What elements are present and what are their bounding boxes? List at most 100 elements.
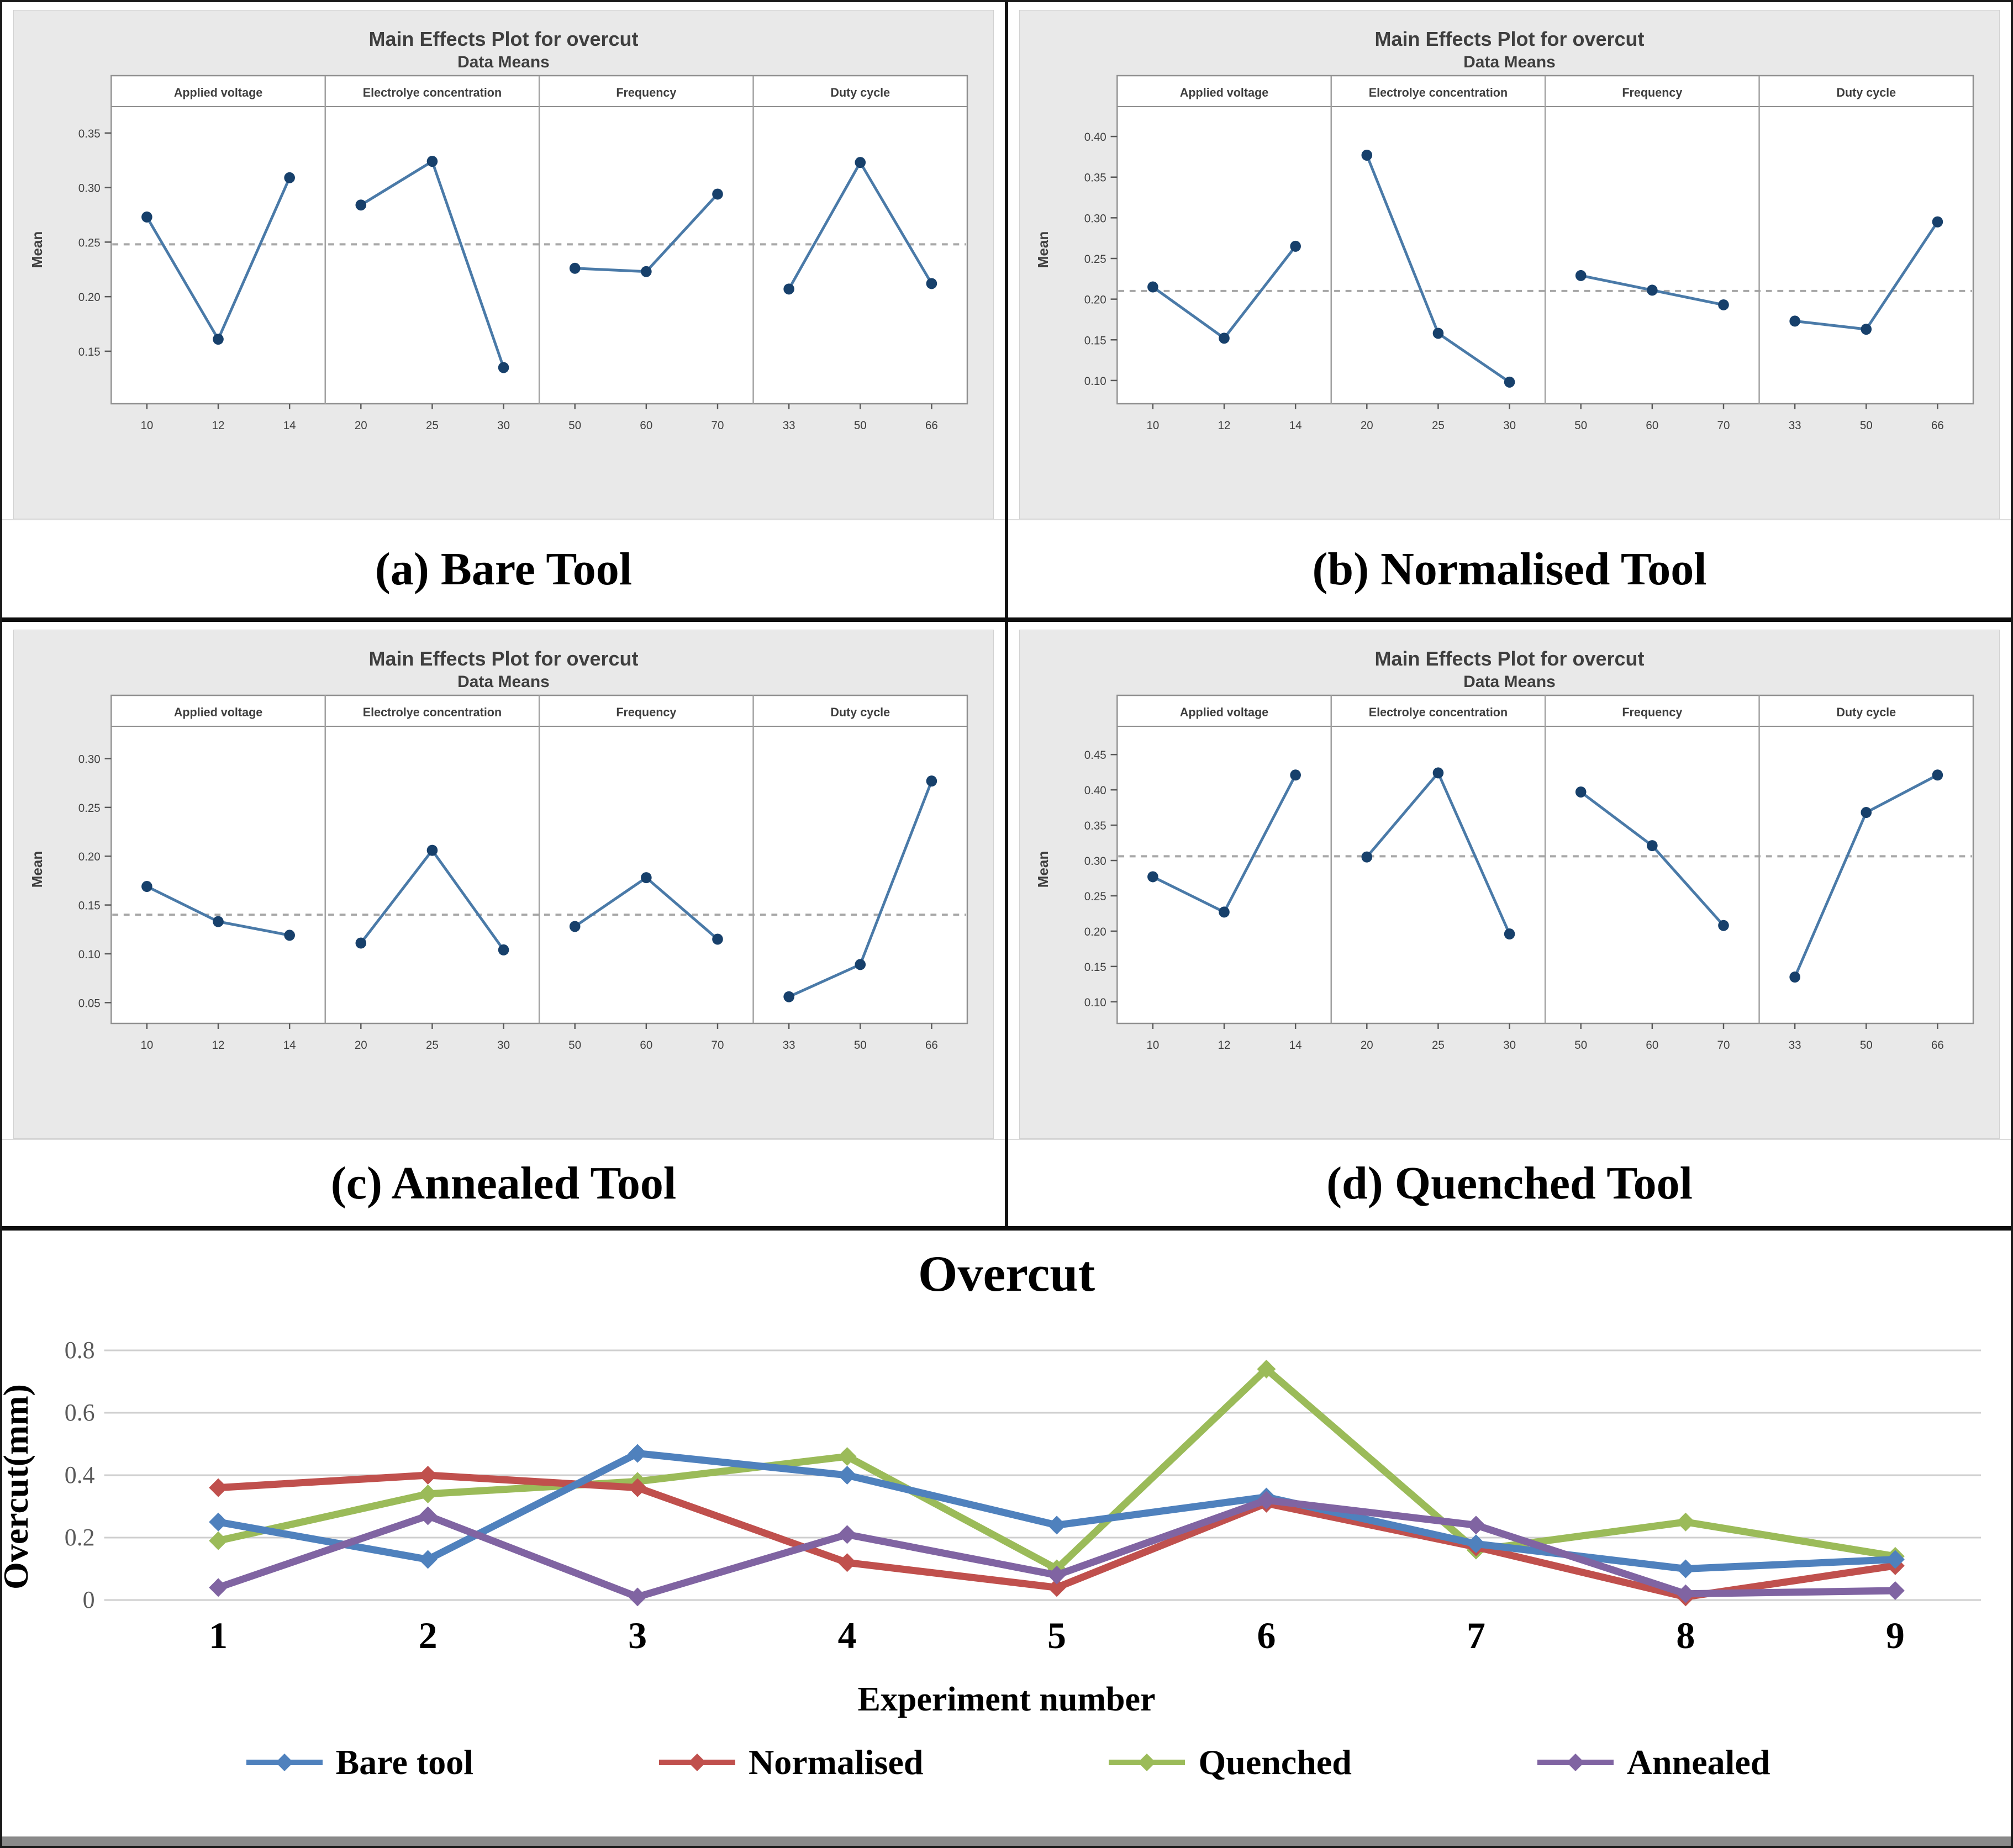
data-point [213,334,224,345]
y-tick-label: 0.2 [65,1524,95,1551]
main-effects-figure-a: Main Effects Plot for overcut Data Means… [13,10,994,519]
data-point [783,283,794,295]
factor-label: Applied voltage [1180,86,1268,99]
y-tick-label: 0.15 [1084,961,1106,974]
data-point-marker [1676,1559,1695,1578]
data-point [1789,971,1800,983]
x-tick-label: 20 [1361,1039,1373,1052]
plot-title: Main Effects Plot for overcut [368,647,639,670]
x-tick-label: 66 [1931,1039,1944,1052]
y-tick-label: 0.45 [1084,749,1106,762]
data-point [498,944,509,955]
plot-title: Main Effects Plot for overcut [368,28,639,50]
legend-label: Normalised [749,1743,924,1782]
legend-item-bare-tool: Bare tool [243,1742,473,1783]
y-tick-label: 0 [83,1586,95,1613]
data-point [355,937,367,949]
x-tick-label: 33 [783,1039,795,1052]
factor-series [1147,769,1301,918]
x-tick-label: 14 [283,1039,296,1052]
x-tick-label: 66 [1931,419,1944,432]
data-point-marker [837,1466,857,1485]
x-tick-label: 10 [1146,419,1159,432]
factor-label: Frequency [1622,86,1682,99]
x-tick-label: 30 [1503,419,1516,432]
x-tick-label: 12 [212,1039,225,1052]
factor-label: Applied voltage [174,86,262,99]
y-axis-label: Overcut(mm) [2,1384,35,1590]
legend-item-normalised: Normalised [656,1742,923,1783]
y-tick-label: 0.05 [78,997,101,1010]
x-tick-label: 30 [497,419,510,432]
data-point [498,362,509,373]
data-point-marker [209,1578,228,1597]
data-point [1647,284,1658,296]
x-tick-label: 25 [426,419,439,432]
quadrant-bare-tool: Main Effects Plot for overcut Data Means… [2,2,1008,617]
x-tick-label: 70 [712,419,724,432]
x-tick-label: 66 [925,419,938,432]
data-point-marker [209,1478,228,1497]
data-point [1932,216,1943,228]
y-tick-label: 0.40 [1084,784,1106,797]
data-point [1932,769,1943,781]
data-point [641,266,652,277]
x-tick-label: 25 [1432,419,1445,432]
data-point-marker [1885,1581,1905,1601]
factor-label: Applied voltage [174,705,262,719]
main-effects-plot: 0.15 0.20 0.25 0.30 0.35 Mean Applied voltage 1… [30,75,968,432]
legend-marker-icon [659,1754,736,1771]
plot-subtitle: Data Means [1463,53,1556,71]
x-tick-label: 70 [712,1039,724,1052]
legend-label: Quenched [1198,1743,1352,1782]
factor-series [1575,786,1729,931]
y-tick-label: 0.15 [78,346,101,358]
y-axis: 0.10 0.15 0.20 0.25 0.30 0.35 0.40 0.45 Mean [1036,749,1118,1009]
plot-title: Main Effects Plot for overcut [1374,647,1645,670]
data-point-marker [1885,1550,1905,1569]
x-tick-label: 66 [925,1039,938,1052]
y-axis-label: Mean [1036,231,1051,268]
y-tick-label: 0.20 [1084,293,1106,306]
y-tick-label: 0.20 [78,851,101,863]
data-point [569,262,581,274]
x-tick-label: 6 [1257,1614,1276,1656]
main-effects-figure-d: Main Effects Plot for overcut Data Means… [1019,630,2000,1139]
legend-label: Annealed [1626,1743,1770,1782]
data-point [1504,928,1515,940]
data-point [569,921,581,932]
x-tick-label: 70 [1717,419,1730,432]
factor-series [141,881,295,941]
factor-label: Frequency [616,86,676,99]
factor-series [569,872,723,945]
x-tick-label: 50 [568,419,581,432]
y-tick-label: 0.4 [65,1461,95,1488]
x-tick-label: 70 [1717,1039,1730,1052]
x-tick-label: 30 [1503,1039,1516,1052]
plot-subtitle: Data Means [457,673,550,691]
y-tick-label: 0.8 [65,1337,95,1364]
y-axis: 0.05 0.10 0.15 0.20 0.25 0.30 Mean [30,753,112,1010]
overcut-section: Overcut 0 0.2 0.4 0.6 0.8 Overcut(mm) 1 2 3 4 5 6 7 8… [2,1231,2011,1846]
x-tick-label: 50 [1574,419,1587,432]
x-tick-label: 12 [212,419,225,432]
x-tick-label: 25 [1432,1039,1445,1052]
legend-diamond [1138,1754,1156,1771]
y-tick-label: 0.20 [1084,926,1106,938]
data-point [926,775,937,787]
y-tick-label: 0.35 [78,128,101,140]
data-point [1219,906,1230,918]
y-tick-label: 0.10 [78,948,101,961]
factor-label: Duty cycle [1836,86,1896,99]
data-point-marker [418,1550,438,1569]
factor-label: Electrolye concentration [1369,705,1508,719]
overcut-chart-title: Overcut [918,1245,1095,1302]
data-point [284,172,295,183]
middle-row: Main Effects Plot for overcut Data Means… [2,622,2011,1226]
x-tick-label: 33 [783,419,795,432]
x-tick-label: 10 [140,419,153,432]
plot-subtitle: Data Means [457,53,550,71]
y-axis: 0.15 0.20 0.25 0.30 0.35 Mean [30,128,112,358]
plot-subtitle: Data Means [1463,673,1556,691]
factor-label: Frequency [1622,705,1682,719]
